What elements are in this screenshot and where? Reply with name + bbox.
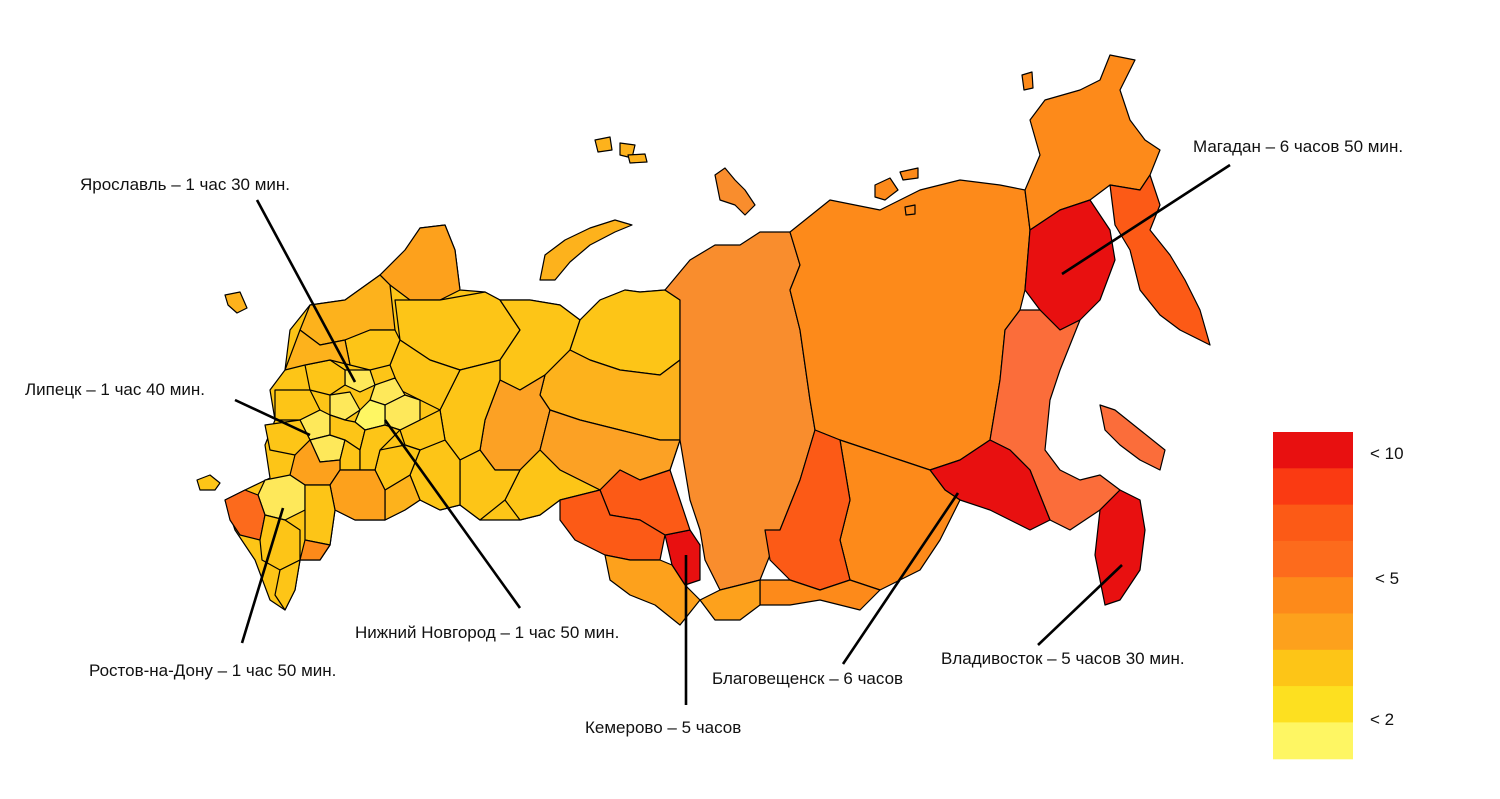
region-primorye: [1094, 489, 1146, 606]
island-wrangel: [1021, 71, 1034, 91]
island-novaya-zemlya: [539, 219, 633, 281]
leader-vladivostok: [1037, 564, 1123, 646]
label-lipetsk: Липецк – 1 час 40 мин.: [25, 380, 205, 399]
leader-lines: [234, 163, 1231, 705]
region-buryatia: [759, 579, 881, 611]
region-pskov: [284, 329, 351, 371]
map-territory: [224, 224, 681, 611]
leader-magadan: [1061, 163, 1231, 276]
island-franz-josef-1: [594, 136, 613, 153]
island-franz-josef-3: [627, 153, 648, 164]
region-dagestan: [274, 559, 301, 611]
legend-swatch: [1273, 722, 1353, 760]
island-kaliningrad: [224, 291, 248, 314]
region-magadan: [1024, 199, 1116, 331]
island-new-siberian-2: [899, 167, 919, 181]
region-volgograd: [304, 484, 336, 546]
legend-swatch: [1273, 649, 1353, 687]
legend-swatch: [1273, 613, 1353, 651]
leader-blagoveshchensk: [841, 492, 960, 665]
city-labels: Ярославль – 1 час 30 мин. Липецк – 1 час…: [25, 137, 1403, 737]
legend-swatch: [1273, 432, 1353, 469]
island-new-siberian-1: [874, 177, 899, 201]
legend-swatch: [1273, 504, 1353, 542]
legend: [1273, 432, 1353, 760]
label-rostov: Ростов-на-Дону – 1 час 50 мин.: [89, 661, 336, 680]
map-islands: [196, 71, 1034, 491]
legend-label-mid: < 5: [1375, 569, 1399, 588]
region-sakhalin: [1099, 404, 1166, 471]
leader-yaroslavl: [255, 199, 357, 383]
island-severnaya: [714, 167, 756, 216]
leader-nizhny: [383, 419, 522, 609]
legend-swatch: [1273, 577, 1353, 615]
label-kemerovo: Кемерово – 5 часов: [585, 718, 741, 737]
region-kalmykia: [299, 539, 331, 561]
island-crimea: [196, 474, 221, 491]
region-stavropol: [259, 514, 301, 571]
label-vladivostok: Владивосток – 5 часов 30 мин.: [941, 649, 1185, 668]
leader-lipetsk: [234, 398, 311, 437]
leader-rostov: [240, 507, 285, 644]
region-kirov: [389, 339, 461, 411]
label-nizhny: Нижний Новгород – 1 час 50 мин.: [355, 623, 619, 642]
legend-label-top: < 10: [1370, 444, 1404, 463]
legend-swatch: [1273, 540, 1353, 578]
region-tuva: [699, 579, 761, 621]
label-blagoveshchensk: Благовещенск – 6 часов: [712, 669, 903, 688]
label-yaroslavl: Ярославль – 1 час 30 мин.: [80, 175, 290, 194]
legend-swatch: [1273, 468, 1353, 506]
region-kamchatka: [1109, 174, 1211, 346]
map-east: [559, 54, 1211, 626]
legend-swatch: [1273, 686, 1353, 723]
region-saratov: [329, 469, 386, 521]
region-moscow: [329, 391, 361, 421]
legend-label-bottom: < 2: [1370, 710, 1394, 729]
island-new-siberian-3: [904, 204, 916, 216]
region-krasnodar: [224, 489, 266, 541]
region-vologda: [344, 329, 401, 371]
region-altai: [604, 554, 701, 626]
label-magadan: Магадан – 6 часов 50 мин.: [1193, 137, 1403, 156]
